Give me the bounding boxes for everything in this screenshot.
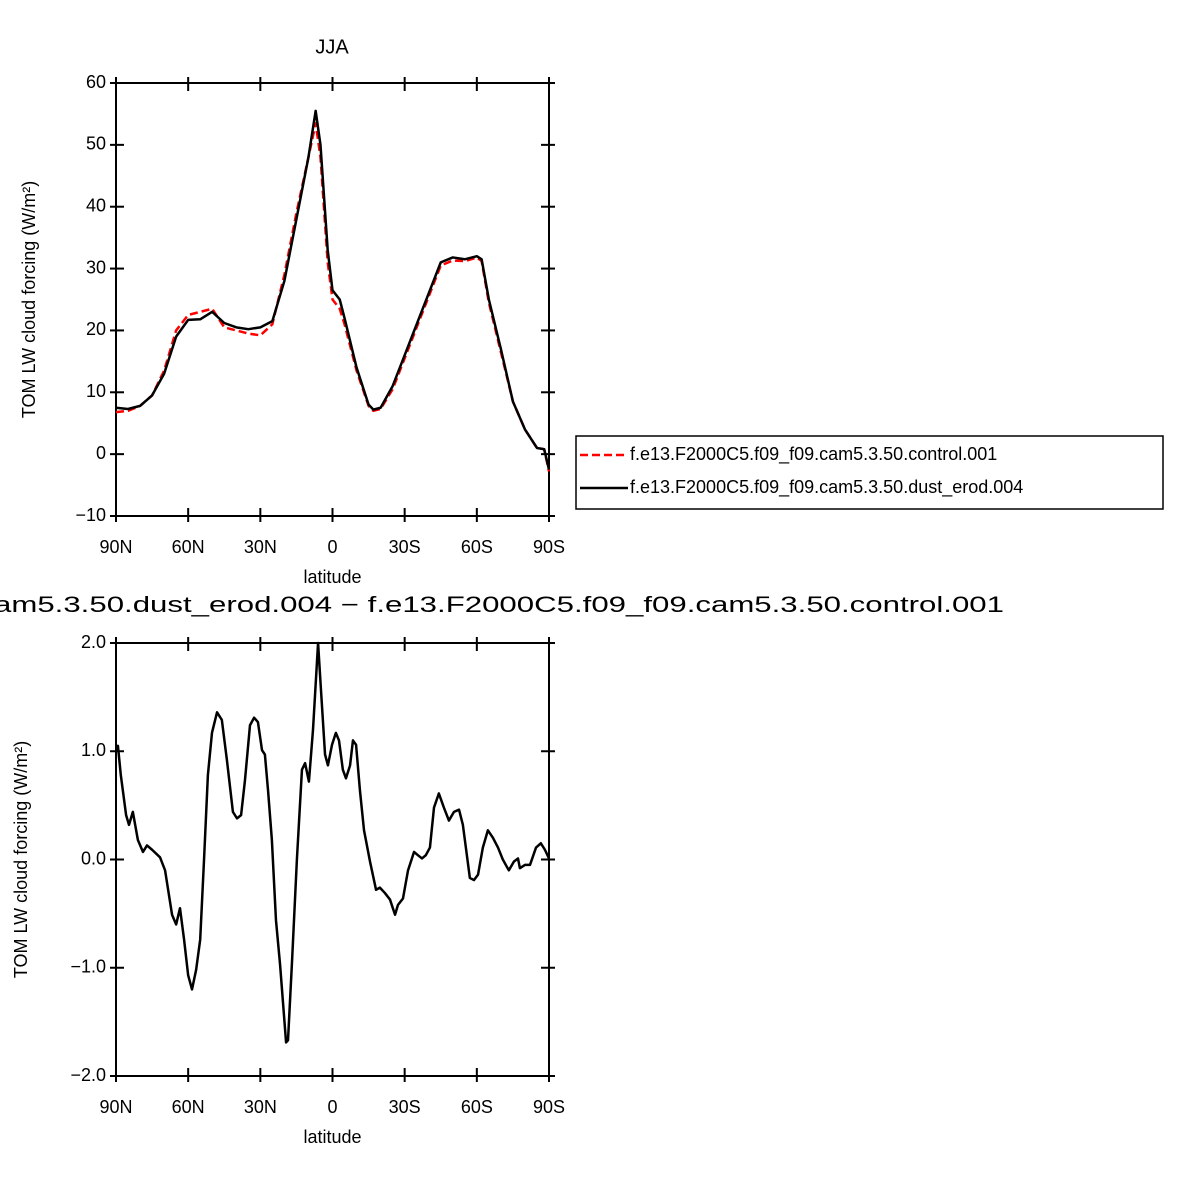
x-tick-label: 30S [389, 1097, 421, 1117]
x-tick-label: 0 [327, 537, 337, 557]
y-tick-label: −1.0 [70, 957, 106, 977]
x-tick-label: 90S [533, 537, 565, 557]
x-tick-label: 90N [99, 537, 132, 557]
x-tick-label: 90S [533, 1097, 565, 1117]
legend-label: f.e13.F2000C5.f09_f09.cam5.3.50.control.… [630, 444, 997, 465]
chart-title: am5.3.50.dust_erod.004 − f.e13.F2000C5.f… [0, 592, 1004, 617]
legend-box [575, 435, 1164, 510]
y-tick-label: 50 [86, 134, 106, 154]
x-tick-label: 60S [461, 537, 493, 557]
y-axis-label: TOM LW cloud forcing (W/m²) [11, 741, 31, 978]
y-tick-label: 30 [86, 257, 106, 277]
y-tick-label: 0 [96, 443, 106, 463]
x-tick-label: 30N [244, 537, 277, 557]
y-tick-label: 40 [86, 195, 106, 215]
x-tick-label: 30N [244, 1097, 277, 1117]
y-tick-label: −10 [75, 505, 106, 525]
legend-label: f.e13.F2000C5.f09_f09.cam5.3.50.dust_ero… [630, 477, 1023, 498]
y-tick-label: 10 [86, 381, 106, 401]
y-tick-label: 1.0 [81, 740, 106, 760]
x-tick-label: 90N [99, 1097, 132, 1117]
y-tick-label: 2.0 [81, 632, 106, 652]
x-tick-label: 60N [172, 537, 205, 557]
plot-frame [115, 642, 550, 1077]
y-tick-label: −2.0 [70, 1065, 106, 1085]
data-line [115, 121, 551, 472]
x-tick-label: 0 [327, 1097, 337, 1117]
y-tick-label: 0.0 [81, 848, 106, 868]
data-line [114, 641, 551, 1044]
x-tick-label: 60S [461, 1097, 493, 1117]
x-axis-label: latitude [303, 1127, 361, 1147]
chart-title: JJA [315, 36, 349, 58]
y-tick-label: 20 [86, 319, 106, 339]
x-axis-label: latitude [303, 567, 361, 587]
x-tick-label: 60N [172, 1097, 205, 1117]
x-tick-label: 30S [389, 537, 421, 557]
data-line [115, 109, 551, 470]
y-axis-label: TOM LW cloud forcing (W/m²) [19, 181, 39, 418]
y-tick-label: 60 [86, 72, 106, 92]
